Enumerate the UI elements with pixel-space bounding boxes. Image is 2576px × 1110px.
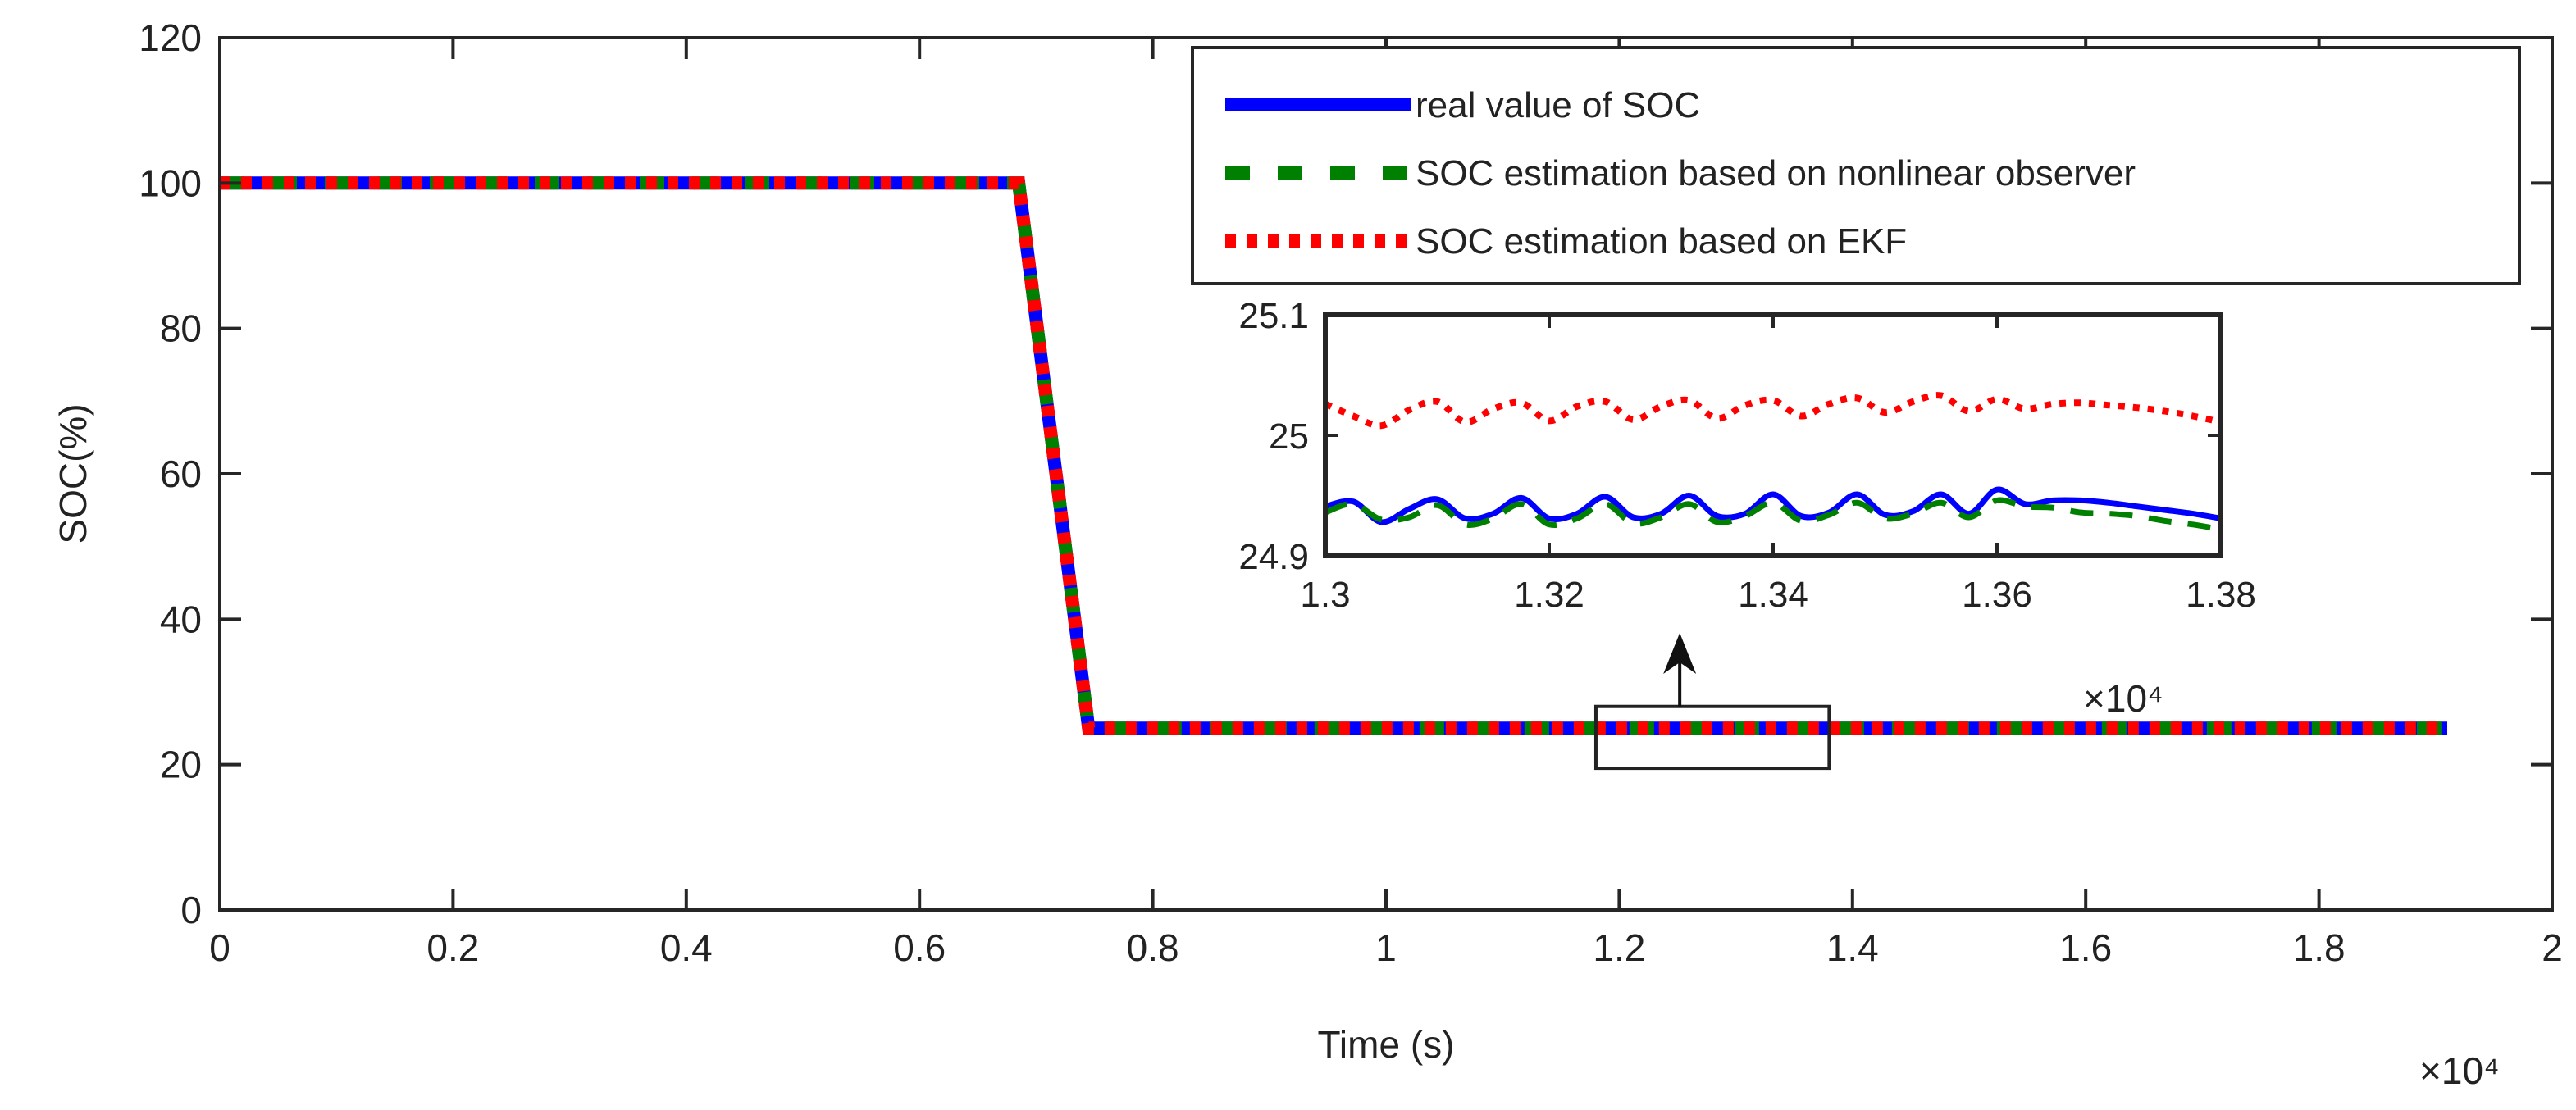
- inset-x-tick-label: 1.36: [1962, 575, 2032, 615]
- inset-y-tick-label: 24.9: [1238, 537, 1309, 577]
- inset-y-axis: 24.9 25 25.1: [1238, 296, 2221, 577]
- y-tick-label: 40: [160, 598, 202, 640]
- x-tick-label: 2: [2542, 926, 2563, 969]
- x-tick-label: 1.6: [2059, 926, 2112, 969]
- x-tick-label: 0.8: [1127, 926, 1179, 969]
- x-tick-label: 1.8: [2293, 926, 2346, 969]
- zoom-inset: 1.3 1.32 1.34 1.36 1.38 24.9 25 25.1 ×10⁴: [1238, 296, 2255, 720]
- inset-series-line-2: [1325, 497, 2221, 533]
- legend-label-2: SOC estimation based on nonlinear observ…: [1416, 153, 2136, 193]
- y-tick-label: 20: [160, 744, 202, 786]
- zoom-arrow-head: [1663, 633, 1697, 674]
- x-tick-label: 0.6: [893, 926, 946, 969]
- x-tick-label: 0: [209, 926, 230, 969]
- inset-x-exponent-label: ×10⁴: [2083, 677, 2163, 720]
- inset-x-axis: 1.3 1.32 1.34 1.36 1.38: [1300, 315, 2256, 615]
- inset-x-tick-label: 1.3: [1300, 575, 1350, 615]
- zoom-box: [1593, 704, 1831, 771]
- y-tick-label: 120: [139, 16, 202, 59]
- x-tick-label: 0.2: [426, 926, 479, 969]
- inset-x-tick-label: 1.32: [1514, 575, 1584, 615]
- x-axis: 0 0.2 0.4 0.6 0.8 1 1.2 1.4 1.6 1.8 2: [209, 38, 2563, 969]
- inset-series-line-3: [1325, 392, 2221, 430]
- inset-x-tick-label: 1.34: [1738, 575, 1808, 615]
- y-axis: 0 20 40 60 80 100 120: [139, 16, 2552, 931]
- y-tick-label: 60: [160, 453, 202, 495]
- x-axis-title: Time (s): [1318, 1023, 1455, 1066]
- legend-box: [1191, 46, 2521, 285]
- inset-y-tick-label: 25.1: [1238, 296, 1309, 336]
- y-axis-title: SOC(%): [52, 403, 94, 544]
- legend-label-3: SOC estimation based on EKF: [1416, 221, 1907, 262]
- x-tick-label: 1.4: [1826, 926, 1879, 969]
- x-tick-label: 1: [1375, 926, 1397, 969]
- legend-label-1: real value of SOC: [1416, 85, 1700, 125]
- x-tick-label: 1.2: [1593, 926, 1645, 969]
- x-exponent-label: ×10⁴: [2419, 1049, 2500, 1092]
- inset-series-group: [1325, 392, 2221, 533]
- y-tick-label: 0: [180, 889, 202, 931]
- main-series-group: [220, 176, 2447, 735]
- x-tick-label: 0.4: [660, 926, 713, 969]
- y-tick-label: 100: [139, 161, 202, 204]
- inset-y-tick-label: 25: [1269, 416, 1309, 457]
- inset-series-line-1: [1325, 486, 2221, 525]
- legend: real value of SOC SOC estimation based on…: [1191, 46, 2521, 285]
- inset-plot-area: [1325, 315, 2221, 556]
- series-line-3: [220, 176, 2447, 735]
- y-tick-label: 80: [160, 307, 202, 350]
- inset-x-tick-label: 1.38: [2186, 575, 2256, 615]
